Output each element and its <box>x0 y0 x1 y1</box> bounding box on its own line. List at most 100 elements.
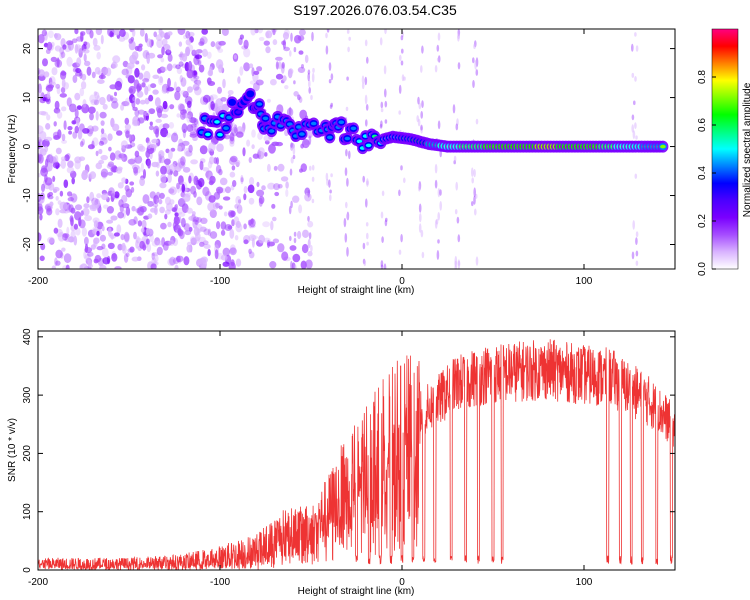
spectrogram-noise-blob <box>62 233 70 239</box>
spectrogram-noise-blob <box>133 231 137 240</box>
spectrogram-streak-blob <box>635 231 639 238</box>
spectrogram-noise-blob <box>136 84 141 93</box>
spectrogram-noise-blob <box>264 140 270 145</box>
spectrogram-noise-blob <box>176 113 181 118</box>
spectrogram-noise-blob <box>176 67 183 75</box>
spectrogram-noise-blob <box>239 66 244 76</box>
spectrogram-noise-blob <box>112 123 120 132</box>
spectrogram-noise-blob <box>202 186 210 197</box>
spectrogram-streak-blob <box>454 209 458 215</box>
spectrogram-noise-blob <box>161 46 165 56</box>
spectrogram-streak-blob <box>308 232 312 240</box>
spectrogram-noise-blob <box>80 32 84 42</box>
spectrogram-noise-blob <box>129 142 136 148</box>
spectrogram-noise-blob <box>293 91 299 97</box>
spectrogram-noise-blob <box>216 186 224 194</box>
spectrogram-noise-blob <box>38 83 42 94</box>
spectrogram-noise-blob <box>224 134 231 140</box>
spectrogram-noise-blob <box>277 183 283 189</box>
spectrogram-noise-blob <box>41 183 45 193</box>
spectrogram-noise-blob <box>64 154 70 162</box>
spectrogram-noise-blob <box>76 44 81 52</box>
spectrogram-noise-blob <box>307 238 311 249</box>
spectrogram-noise-blob <box>187 86 193 93</box>
spectrogram-noise-blob <box>256 181 260 188</box>
spectrogram-streak-blob <box>380 108 384 113</box>
spectrogram-noise-blob <box>301 243 309 254</box>
spectrogram-noise-blob <box>167 53 173 62</box>
ridge-core <box>217 132 223 137</box>
spectrogram-noise-blob <box>73 223 78 230</box>
spectrogram-noise-blob <box>249 80 257 85</box>
spectrogram-noise-blob <box>116 224 122 234</box>
spectrogram-noise-blob <box>253 82 260 92</box>
spectrogram-noise-blob <box>243 223 247 230</box>
ridge-core <box>310 121 317 126</box>
spectrogram-noise-blob <box>191 211 196 216</box>
spectrogram-noise-blob <box>255 79 264 86</box>
spectrogram-noise-blob <box>38 173 41 178</box>
spectrogram-noise-blob <box>181 123 188 134</box>
spectrogram-noise-blob <box>38 89 43 98</box>
spectrogram-streak-blob <box>474 60 477 70</box>
spectrogram-noise-blob <box>66 40 74 46</box>
spectrogram-noise-blob <box>198 177 205 188</box>
figure-title: S197.2026.076.03.54.C35 <box>293 2 457 18</box>
spectrogram-noise-blob <box>243 62 251 72</box>
spectrogram-noise-blob <box>182 128 186 139</box>
spectrogram-streak-blob <box>473 43 476 50</box>
spectrogram-noise-blob <box>135 98 141 105</box>
spectrogram-streak-blob <box>328 179 331 188</box>
spectrogram-streak-blob <box>326 29 330 33</box>
spectrogram-noise-blob <box>134 155 143 164</box>
ridge-core <box>235 110 241 114</box>
spectrogram-noise-blob <box>243 193 247 201</box>
spectrogram-noise-blob <box>119 29 126 37</box>
spectrogram-streak-blob <box>346 29 350 34</box>
spectrogram-noise-blob <box>107 227 112 237</box>
spectrogram-noise-blob <box>70 170 77 179</box>
spectrogram-noise-blob <box>66 226 70 235</box>
spectrogram-noise-blob <box>94 254 102 263</box>
spectrogram-streak-blob <box>635 260 639 266</box>
spectrogram-noise-blob <box>100 128 105 135</box>
spectrogram-noise-blob <box>230 155 238 163</box>
spectrogram-noise-blob <box>124 123 131 131</box>
spectrogram-noise-blob <box>54 100 60 110</box>
spectrogram-noise-blob <box>66 56 73 67</box>
spectrogram-noise-blob <box>215 41 222 50</box>
spectrogram-noise-blob <box>159 66 166 73</box>
spectrogram-noise-blob <box>182 90 189 98</box>
spectrogram-noise-blob <box>199 160 204 171</box>
spectrogram-streak-blob <box>635 135 638 140</box>
spectrogram-streak-blob <box>436 250 440 260</box>
spectrogram-streak-blob <box>434 163 438 174</box>
spectrogram-noise-blob <box>128 38 133 44</box>
spectrogram-streak-blob <box>364 76 368 86</box>
spectrogram-streak-blob <box>310 95 313 100</box>
spectrogram-noise-blob <box>86 196 90 204</box>
spectrogram-noise-blob <box>118 36 126 42</box>
spectrogram-streak-blob <box>400 165 403 171</box>
spectrogram-noise-blob <box>38 139 45 148</box>
snr-plot-area <box>38 331 675 570</box>
spectrogram-noise-blob <box>229 171 236 178</box>
spectrogram-noise-blob <box>108 146 112 152</box>
spectrogram-noise-blob <box>129 88 134 94</box>
spectrogram-streak-blob <box>292 154 296 160</box>
spectrogram-streak-blob <box>307 72 311 82</box>
spectrogram-noise-blob <box>153 254 159 263</box>
spectrogram-noise-blob <box>146 141 152 150</box>
spectrogram-noise-blob <box>125 206 131 216</box>
spectrogram-noise-blob <box>74 125 80 134</box>
spectrogram-noise-blob <box>120 234 125 241</box>
spectrogram-noise-blob <box>202 167 210 172</box>
spectrogram-noise-blob <box>141 219 147 230</box>
spectrogram-noise-blob <box>193 118 199 125</box>
spectrogram-noise-blob <box>95 29 103 36</box>
spectrogram-noise-blob <box>209 156 215 165</box>
spectrogram-noise-blob <box>134 45 140 51</box>
spectrogram-noise-blob <box>175 64 181 70</box>
spectrogram-noise-blob <box>61 139 68 144</box>
spectrogram-noise-blob <box>256 66 263 72</box>
